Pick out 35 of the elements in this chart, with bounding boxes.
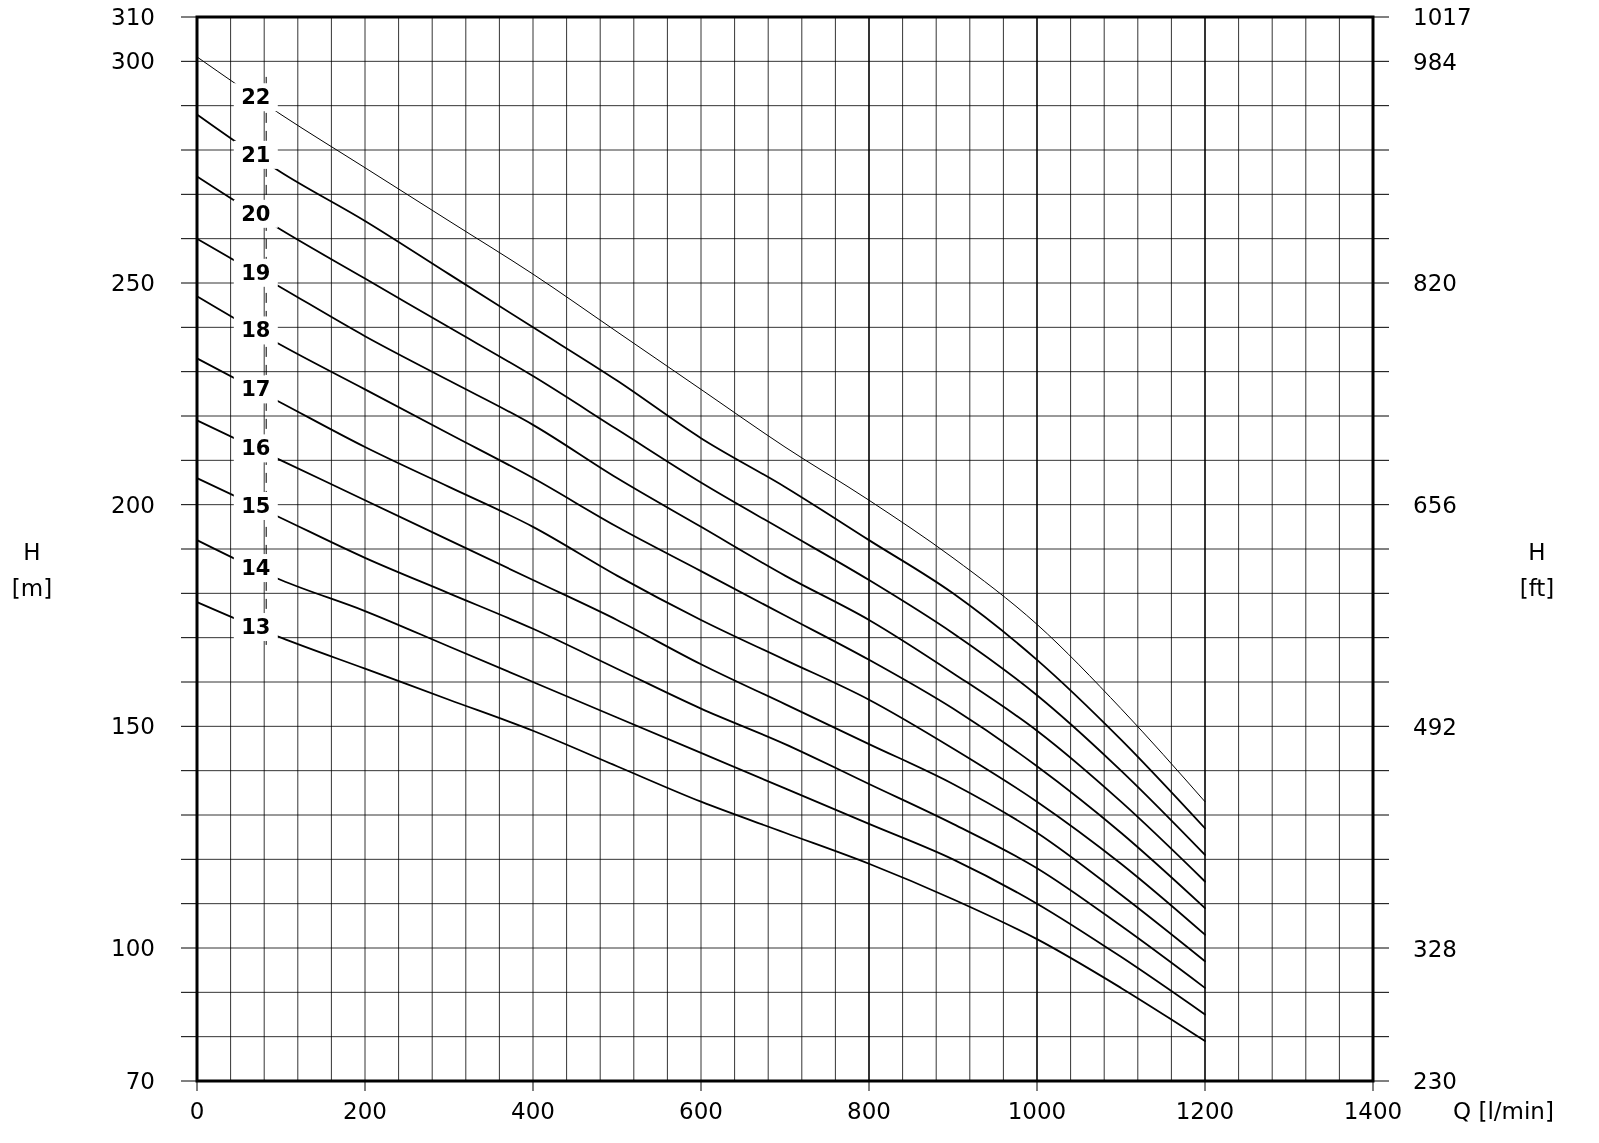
x-tick-label: 1000 bbox=[1007, 1098, 1067, 1124]
x-tick-label: 0 bbox=[189, 1098, 205, 1124]
y2-tick-label: 820 bbox=[1413, 270, 1457, 297]
series-label: 14 bbox=[241, 556, 271, 581]
legend-label: 13 bbox=[241, 615, 271, 640]
y-tick-label: 300 bbox=[111, 48, 155, 75]
y-tick-label: 200 bbox=[111, 491, 155, 518]
y2-tick-label: 492 bbox=[1413, 713, 1457, 740]
x-tick-label: 400 bbox=[511, 1098, 555, 1124]
x-tick-label: 200 bbox=[343, 1098, 387, 1124]
y-tick-label: 150 bbox=[111, 713, 155, 740]
series-label: 17 bbox=[241, 377, 271, 402]
y2-axis-title: H [ft] bbox=[1519, 539, 1555, 601]
y2-tick-label: 984 bbox=[1413, 48, 1457, 75]
x-tick-label: 600 bbox=[679, 1098, 723, 1124]
x-tick-label: 1200 bbox=[1175, 1098, 1235, 1124]
legend-label: 15 bbox=[241, 494, 271, 518]
legend-label: 21 bbox=[241, 142, 271, 167]
y-tick-label: 100 bbox=[111, 935, 155, 961]
y2-tick-label: 328 bbox=[1413, 935, 1457, 962]
legend-label: 16 bbox=[241, 436, 271, 461]
x-tick-label: 1400 bbox=[1343, 1098, 1403, 1124]
y2-tick-label: 230 bbox=[1413, 1068, 1457, 1094]
y2-tick-label: 1017 bbox=[1413, 4, 1472, 30]
y-axis-title: H [m] bbox=[11, 539, 53, 601]
legend-label: 22 bbox=[241, 85, 271, 110]
y2-tick-label: 656 bbox=[1413, 492, 1457, 519]
y-tick-label: 70 bbox=[125, 1068, 155, 1094]
y-tick-label: 310 bbox=[111, 4, 155, 30]
legend-label: 19 bbox=[241, 260, 271, 285]
y-tick-label: 250 bbox=[111, 270, 155, 296]
legend-label: 18 bbox=[241, 318, 271, 343]
x-axis-title: Q [l/min] bbox=[1453, 1098, 1554, 1124]
series-label: 20 bbox=[241, 201, 271, 226]
x-tick-label: 800 bbox=[847, 1098, 891, 1124]
